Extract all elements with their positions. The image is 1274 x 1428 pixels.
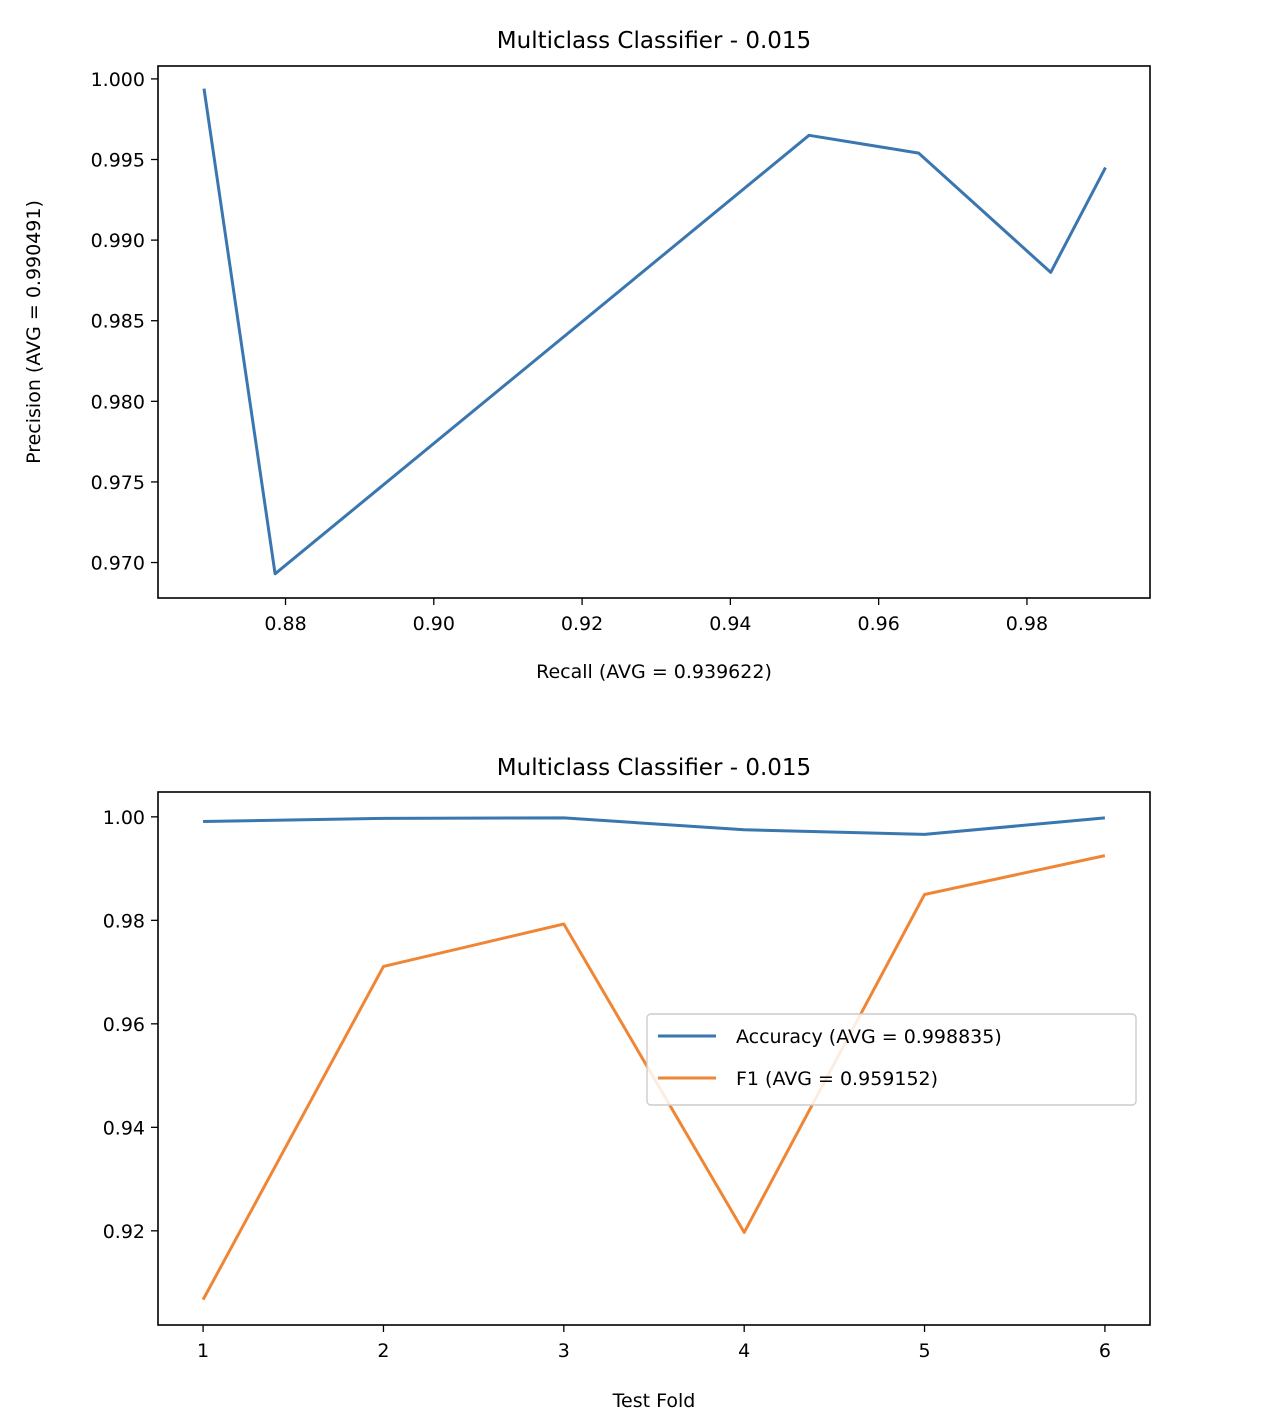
x-axis-label: Test Fold [612, 1390, 696, 1412]
y-tick-label: 0.92 [103, 1221, 145, 1243]
y-tick-label: 0.94 [103, 1117, 145, 1139]
x-tick-label: 5 [918, 1340, 930, 1362]
plot-frame [157, 65, 1151, 599]
x-axis-ticks: 0.88 0.90 0.92 0.94 0.96 0.98 [264, 598, 1048, 635]
x-tick-label: 0.90 [413, 613, 455, 635]
y-tick-label: 0.96 [103, 1014, 145, 1036]
x-tick-label: 0.94 [709, 613, 751, 635]
y-tick-label: 0.985 [91, 311, 145, 333]
x-tick-label: 0.88 [264, 613, 306, 635]
x-tick-label: 0.92 [561, 613, 603, 635]
x-tick-label: 1 [197, 1340, 209, 1362]
accuracy-f1-chart: Multiclass Classifier - 0.015 0.920.940.… [103, 755, 1151, 1412]
y-tick-label: 1.000 [91, 69, 145, 91]
x-tick-label: 3 [558, 1340, 570, 1362]
series-line-0 [203, 816, 1106, 836]
x-axis-ticks: 1 2 3 4 5 6 [197, 1325, 1111, 1362]
y-tick-label: 0.970 [91, 553, 145, 575]
y-tick-label: 1.00 [103, 807, 145, 829]
y-tick-label: 0.980 [91, 391, 145, 413]
legend: Accuracy (AVG = 0.998835) F1 (AVG = 0.95… [646, 1013, 1137, 1106]
y-tick-label: 0.98 [103, 910, 145, 932]
y-axis-label: Precision (AVG = 0.990491) [23, 200, 45, 464]
series-group [202, 88, 1107, 576]
x-tick-label: 2 [377, 1340, 389, 1362]
x-tick-label: 6 [1099, 1340, 1111, 1362]
legend-entry-f1: F1 (AVG = 0.959152) [736, 1068, 938, 1090]
chart-title: Multiclass Classifier - 0.015 [497, 28, 811, 54]
legend-box [646, 1013, 1137, 1106]
series-line-0 [202, 88, 1107, 576]
x-tick-label: 4 [738, 1340, 750, 1362]
y-axis-ticks: 0.970 0.975 0.980 0.985 0.990 0.995 1.000 [91, 69, 158, 575]
x-tick-label: 0.96 [857, 613, 899, 635]
y-axis-ticks: 0.92 0.94 0.96 0.98 1.00 [103, 807, 158, 1243]
precision-recall-chart: Multiclass Classifier - 0.015 0.970 0.975… [23, 28, 1151, 683]
y-tick-label: 0.975 [91, 472, 145, 494]
y-tick-label: 0.990 [91, 230, 145, 252]
legend-entry-accuracy: Accuracy (AVG = 0.998835) [736, 1026, 1002, 1048]
plot-frame [157, 791, 1151, 1326]
x-tick-label: 0.98 [1006, 613, 1048, 635]
y-tick-label: 0.995 [91, 150, 145, 172]
chart-title: Multiclass Classifier - 0.015 [497, 755, 811, 781]
x-axis-label: Recall (AVG = 0.939622) [536, 661, 772, 683]
